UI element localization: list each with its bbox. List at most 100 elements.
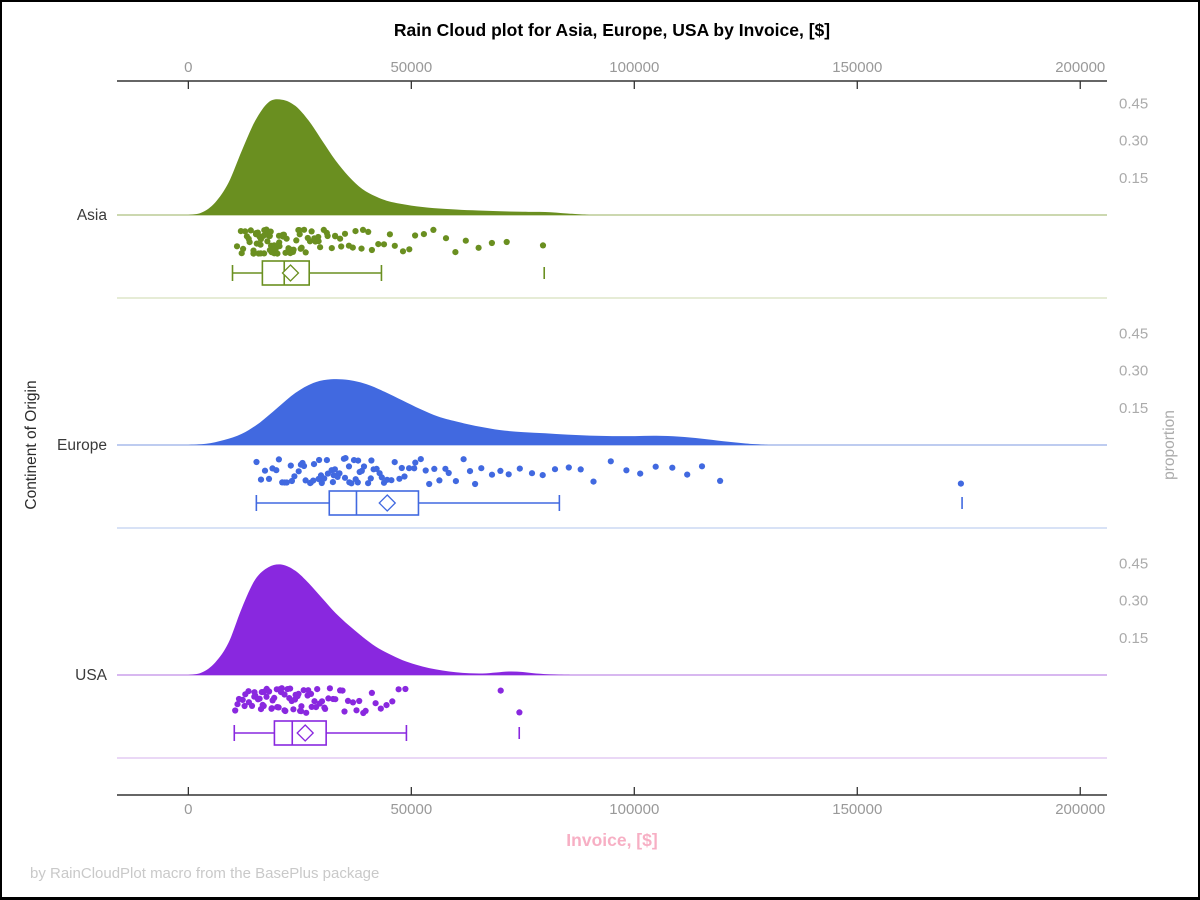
rain-point-europe: [436, 477, 443, 484]
rain-point-usa: [298, 703, 305, 710]
y-axis-title: Continent of Origin: [23, 380, 40, 510]
rain-point-europe: [253, 458, 260, 466]
proportion-tick-label: 0.15: [1119, 630, 1148, 647]
rain-point-asia: [380, 241, 388, 248]
rain-point-usa: [339, 687, 346, 694]
rain-point-usa: [266, 688, 273, 695]
x-axis-title: Invoice, [$]: [566, 830, 658, 850]
rain-point-europe: [348, 480, 355, 487]
rain-point-europe: [283, 479, 290, 486]
rain-point-europe: [607, 458, 614, 465]
rain-point-europe: [652, 463, 659, 470]
rain-point-europe: [295, 468, 302, 475]
rain-point-europe: [261, 467, 269, 474]
x-axis-top-tick-label: 50000: [390, 59, 432, 76]
rain-point-europe: [698, 463, 706, 470]
category-label-usa: USA: [75, 667, 108, 684]
rain-point-usa: [341, 708, 348, 715]
rain-point-europe: [412, 459, 419, 466]
footnote: by RainCloudPlot macro from the BasePlus…: [30, 865, 380, 882]
density-cloud-europe: [188, 379, 769, 445]
rain-point-usa: [362, 707, 369, 715]
rain-point-usa: [232, 707, 239, 714]
rain-point-europe: [565, 464, 572, 471]
rain-point-usa: [275, 704, 282, 711]
rain-point-asia: [257, 241, 264, 248]
rain-point-usa: [303, 709, 310, 716]
rain-point-europe: [417, 456, 424, 463]
rain-point-usa: [256, 695, 263, 702]
rain-point-usa: [307, 690, 315, 698]
rain-point-asia: [488, 239, 495, 247]
rain-point-usa: [248, 702, 256, 710]
rain-point-europe: [445, 469, 452, 477]
rain-point-europe: [452, 478, 459, 485]
rain-point-asia: [475, 244, 482, 251]
rain-point-asia: [267, 228, 274, 235]
rain-point-asia: [430, 226, 437, 233]
rain-point-usa: [287, 685, 294, 692]
rain-point-europe: [354, 479, 361, 486]
rain-point-europe: [257, 476, 265, 483]
rain-point-europe: [398, 464, 405, 472]
rain-point-europe: [355, 457, 362, 464]
rain-point-usa: [263, 693, 270, 700]
proportion-tick-label: 0.15: [1119, 400, 1148, 417]
x-axis-bottom-tick-label: 100000: [609, 801, 659, 818]
rain-point-asia: [302, 249, 309, 256]
rain-point-europe: [590, 478, 597, 485]
rain-point-europe: [302, 477, 309, 484]
rain-point-asia: [293, 237, 300, 244]
rain-point-europe: [422, 467, 429, 474]
rain-point-asia: [247, 227, 254, 234]
rain-point-europe: [391, 459, 398, 466]
x-axis-bottom-tick-label: 200000: [1055, 801, 1105, 818]
rain-point-asia: [261, 250, 268, 257]
rain-point-europe: [373, 465, 380, 472]
x-axis-top-tick-label: 200000: [1055, 59, 1105, 76]
rain-point-asia: [245, 235, 252, 242]
rain-point-asia: [539, 242, 547, 249]
rain-point-usa: [516, 709, 523, 716]
rain-point-asia: [420, 231, 427, 238]
rain-point-usa: [239, 696, 246, 704]
rain-point-europe: [367, 475, 374, 482]
category-label-europe: Europe: [57, 437, 107, 454]
rain-point-europe: [426, 480, 433, 488]
rain-point-asia: [298, 244, 305, 251]
rain-point-europe: [505, 471, 512, 478]
rain-point-usa: [318, 698, 326, 705]
x-axis-bottom-tick-label: 0: [184, 801, 192, 818]
rain-point-usa: [311, 698, 318, 705]
rain-point-europe: [669, 464, 676, 471]
rain-point-asia: [308, 228, 315, 235]
rain-point-europe: [331, 466, 338, 473]
box-europe: [328, 490, 420, 516]
rain-point-europe: [577, 466, 584, 473]
rain-point-asia: [301, 226, 308, 233]
rain-point-asia: [242, 228, 249, 235]
rain-point-usa: [344, 697, 352, 705]
rain-point-usa: [377, 705, 384, 712]
rain-point-usa: [278, 685, 285, 692]
rain-point-usa: [300, 687, 307, 694]
rain-point-asia: [368, 246, 375, 254]
rain-point-europe: [539, 472, 546, 479]
rain-point-asia: [240, 245, 247, 252]
y2-axis-title: proportion: [1161, 410, 1178, 480]
rain-point-asia: [386, 231, 393, 238]
rain-point-europe: [684, 471, 691, 478]
rain-point-asia: [317, 244, 324, 251]
mean-diamond-asia: [281, 264, 300, 282]
rain-point-asia: [306, 238, 314, 245]
rain-point-asia: [358, 245, 365, 252]
rain-point-asia: [442, 235, 450, 242]
rain-point-usa: [281, 691, 288, 698]
rain-point-europe: [466, 468, 474, 475]
rain-point-europe: [329, 479, 336, 486]
rain-point-asia: [274, 250, 281, 257]
rain-point-europe: [623, 467, 630, 474]
rain-point-usa: [268, 705, 275, 712]
rain-point-usa: [332, 696, 339, 703]
rain-point-usa: [322, 705, 329, 713]
